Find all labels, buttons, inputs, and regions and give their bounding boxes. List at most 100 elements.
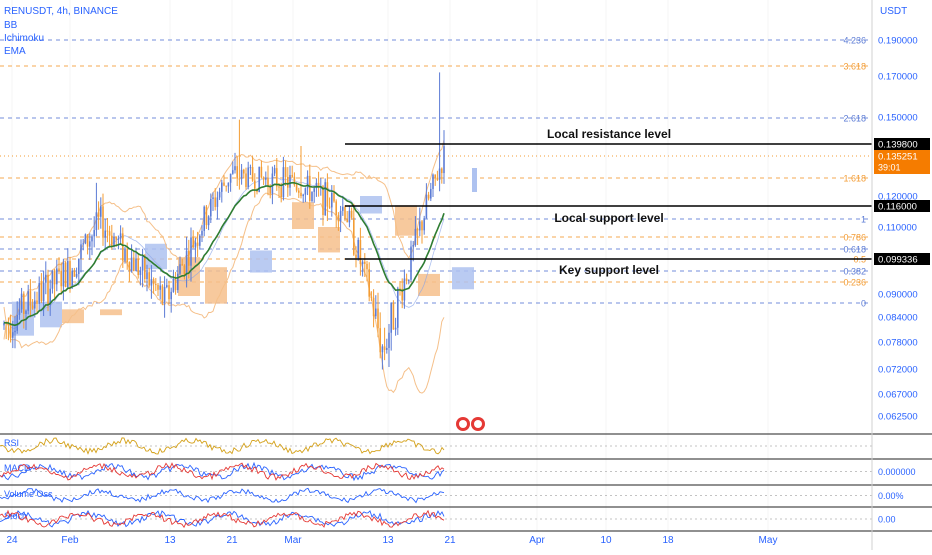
candle-body: [126, 248, 128, 263]
cloud-segment: [100, 309, 122, 316]
indicator-label-ema[interactable]: EMA: [4, 46, 26, 57]
candle-body: [229, 173, 232, 183]
price-tick: 0.062500: [878, 412, 918, 423]
candle-body: [102, 206, 104, 238]
candle-body: [317, 182, 320, 188]
candle-body: [342, 206, 344, 211]
pane-series: [0, 487, 445, 504]
candle-body: [93, 230, 95, 237]
cloud-segment: [62, 309, 84, 324]
indicator-label-bb[interactable]: BB: [4, 20, 18, 31]
time-tick: May: [759, 535, 778, 546]
candle-body: [194, 242, 197, 248]
candle-body: [119, 233, 122, 239]
candle-body: [238, 178, 241, 180]
bollinger-bands: [3, 139, 445, 394]
indicator-label-ichimoku[interactable]: Ichimoku: [4, 33, 45, 44]
candle-body: [188, 250, 190, 266]
time-tick: 13: [164, 535, 176, 546]
ema-path: [4, 181, 445, 327]
candle-body: [14, 330, 16, 333]
flag-icon-1-inner: [459, 420, 467, 428]
ema-line: [4, 181, 445, 327]
price-axis: USDT0.1900000.1700000.1500000.1200000.11…: [871, 0, 930, 550]
candle-body: [236, 166, 238, 179]
candle-body: [12, 332, 14, 338]
axis-currency: USDT: [880, 6, 907, 17]
bb-upper: [3, 139, 445, 324]
candle-body: [174, 279, 177, 291]
candle-body: [212, 197, 214, 199]
candle-body: [38, 283, 40, 304]
candle-body: [130, 257, 133, 272]
candle-body: [31, 305, 34, 309]
candle-body: [324, 182, 326, 216]
candle-body: [168, 285, 170, 300]
time-tick: 21: [444, 535, 456, 546]
candle-body: [243, 169, 245, 174]
candle-body: [111, 235, 113, 248]
candle-body: [144, 255, 146, 280]
candle-body: [350, 210, 353, 218]
time-tick: 10: [600, 535, 612, 546]
price-badge-1: [874, 150, 930, 174]
candle-body: [313, 188, 315, 192]
candle-body: [45, 274, 47, 283]
event-flags[interactable]: [456, 417, 485, 431]
fib-label: 0.786: [843, 233, 866, 243]
candle-body: [20, 293, 23, 310]
candle-body: [412, 245, 414, 247]
candle-body: [133, 257, 135, 271]
candle-body: [269, 185, 271, 194]
price-tick: 0.078000: [878, 338, 918, 349]
candle-body: [181, 264, 183, 266]
bb-basis: [3, 176, 445, 330]
candle-body: [397, 288, 399, 328]
candle-body: [346, 218, 348, 223]
candle-body: [185, 250, 188, 275]
candle-body: [141, 255, 144, 271]
fib-label: 3.618: [843, 62, 866, 72]
time-tick: Mar: [284, 535, 302, 546]
candle-body: [291, 175, 293, 177]
pane-series: [0, 461, 445, 482]
candle-body: [383, 346, 386, 350]
price-badge-value: 0.135251: [878, 152, 918, 163]
candle-body: [284, 167, 287, 177]
candle-body: [381, 346, 384, 353]
price-badge-value: 0.139800: [878, 140, 918, 151]
time-tick: 24: [6, 535, 18, 546]
flag-icon-2-inner: [474, 420, 482, 428]
candle-body: [223, 182, 225, 186]
candle-body: [410, 246, 412, 280]
candle-body: [414, 228, 417, 246]
time-tick: Feb: [61, 535, 79, 546]
candle-body: [108, 231, 111, 236]
candle-body: [106, 230, 109, 232]
time-tick: 13: [382, 535, 394, 546]
candle-body: [379, 328, 381, 353]
candle-body: [73, 270, 76, 277]
candle-body: [207, 216, 210, 226]
candle-body: [210, 198, 212, 217]
candle-body: [82, 243, 84, 245]
candle-body: [42, 282, 45, 302]
candle-body: [344, 206, 346, 219]
bb-lower: [3, 192, 445, 394]
price-badge-timer: 39:01: [878, 163, 901, 173]
candle-body: [260, 166, 263, 178]
candle-body: [416, 228, 419, 231]
candle-body: [337, 215, 340, 222]
fib-label: 0.236: [843, 278, 866, 288]
candle-body: [311, 191, 313, 202]
candle-body: [201, 230, 203, 236]
price-badge-3: [874, 253, 930, 265]
candle-body: [115, 236, 117, 240]
candle-body: [370, 296, 373, 298]
candle-body: [62, 262, 65, 287]
cloud-segment: [418, 273, 440, 296]
candle-body: [146, 272, 148, 280]
